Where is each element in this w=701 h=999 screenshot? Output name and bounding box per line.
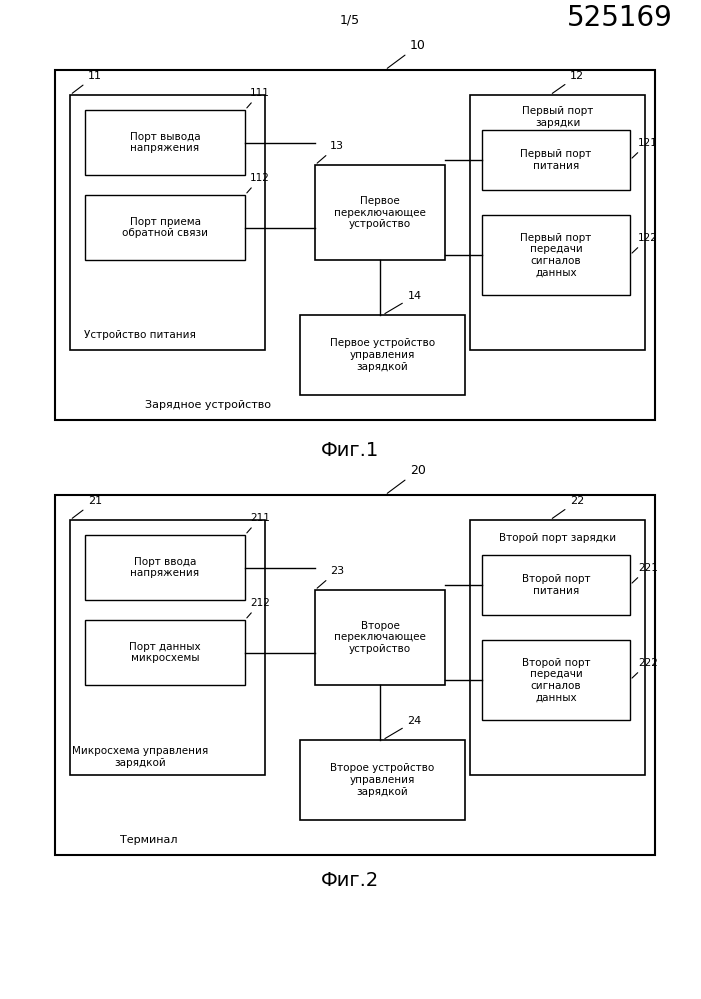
Text: 24: 24 xyxy=(385,716,422,738)
Text: Второй порт зарядки: Второй порт зарядки xyxy=(499,533,616,543)
Text: Первый порт
передачи
сигналов
данных: Первый порт передачи сигналов данных xyxy=(520,233,592,278)
Text: Порт данных
микросхемы: Порт данных микросхемы xyxy=(129,641,200,663)
Bar xyxy=(300,740,465,820)
Bar xyxy=(85,535,245,600)
Text: Первый порт
зарядки: Первый порт зарядки xyxy=(522,106,593,128)
Text: 11: 11 xyxy=(72,71,102,93)
Bar xyxy=(470,95,645,350)
Text: 111: 111 xyxy=(247,88,270,108)
Bar xyxy=(482,215,630,295)
Text: Микросхема управления
зарядкой: Микросхема управления зарядкой xyxy=(72,746,208,768)
Text: 10: 10 xyxy=(387,39,426,68)
Text: Первое устройство
управления
зарядкой: Первое устройство управления зарядкой xyxy=(330,339,435,372)
Text: 20: 20 xyxy=(387,464,426,494)
Text: Первое
переключающее
устройство: Первое переключающее устройство xyxy=(334,196,426,229)
Text: 23: 23 xyxy=(317,566,344,588)
Text: Второй порт
передачи
сигналов
данных: Второй порт передачи сигналов данных xyxy=(522,657,590,702)
Bar xyxy=(315,590,445,685)
Text: 12: 12 xyxy=(552,71,584,93)
Text: 121: 121 xyxy=(632,138,658,158)
Text: Первый порт
питания: Первый порт питания xyxy=(520,149,592,171)
Text: 211: 211 xyxy=(247,513,270,532)
Text: 13: 13 xyxy=(317,141,344,163)
Text: Порт приема
обратной связи: Порт приема обратной связи xyxy=(122,217,208,239)
Text: Второе
переключающее
устройство: Второе переключающее устройство xyxy=(334,621,426,654)
Text: 22: 22 xyxy=(552,496,584,518)
Text: Второй порт
питания: Второй порт питания xyxy=(522,574,590,595)
Text: 14: 14 xyxy=(385,291,421,314)
Text: Терминал: Терминал xyxy=(120,835,177,845)
Bar xyxy=(470,520,645,775)
Text: Фиг.1: Фиг.1 xyxy=(321,441,379,460)
Text: 525169: 525169 xyxy=(567,4,673,32)
Text: Порт вывода
напряжения: Порт вывода напряжения xyxy=(130,132,200,153)
Text: Порт ввода
напряжения: Порт ввода напряжения xyxy=(130,556,200,578)
Bar xyxy=(70,95,265,350)
Bar xyxy=(315,165,445,260)
Bar xyxy=(482,555,630,615)
Text: 221: 221 xyxy=(632,563,658,583)
Bar xyxy=(85,195,245,260)
Text: Фиг.2: Фиг.2 xyxy=(321,870,379,889)
Text: Второе устройство
управления
зарядкой: Второе устройство управления зарядкой xyxy=(330,763,435,796)
Text: 112: 112 xyxy=(247,173,270,193)
Text: 212: 212 xyxy=(247,598,270,618)
Bar xyxy=(482,130,630,190)
Bar xyxy=(482,640,630,720)
Text: 21: 21 xyxy=(72,496,102,518)
Text: 122: 122 xyxy=(632,233,658,253)
Bar xyxy=(55,70,655,420)
Bar xyxy=(55,495,655,855)
Text: Зарядное устройство: Зарядное устройство xyxy=(145,400,271,410)
Bar xyxy=(85,110,245,175)
Text: 1/5: 1/5 xyxy=(340,14,360,27)
Bar xyxy=(70,520,265,775)
Text: 222: 222 xyxy=(632,658,658,678)
Bar xyxy=(300,315,465,395)
Text: Устройство питания: Устройство питания xyxy=(84,330,196,340)
Bar xyxy=(85,620,245,685)
